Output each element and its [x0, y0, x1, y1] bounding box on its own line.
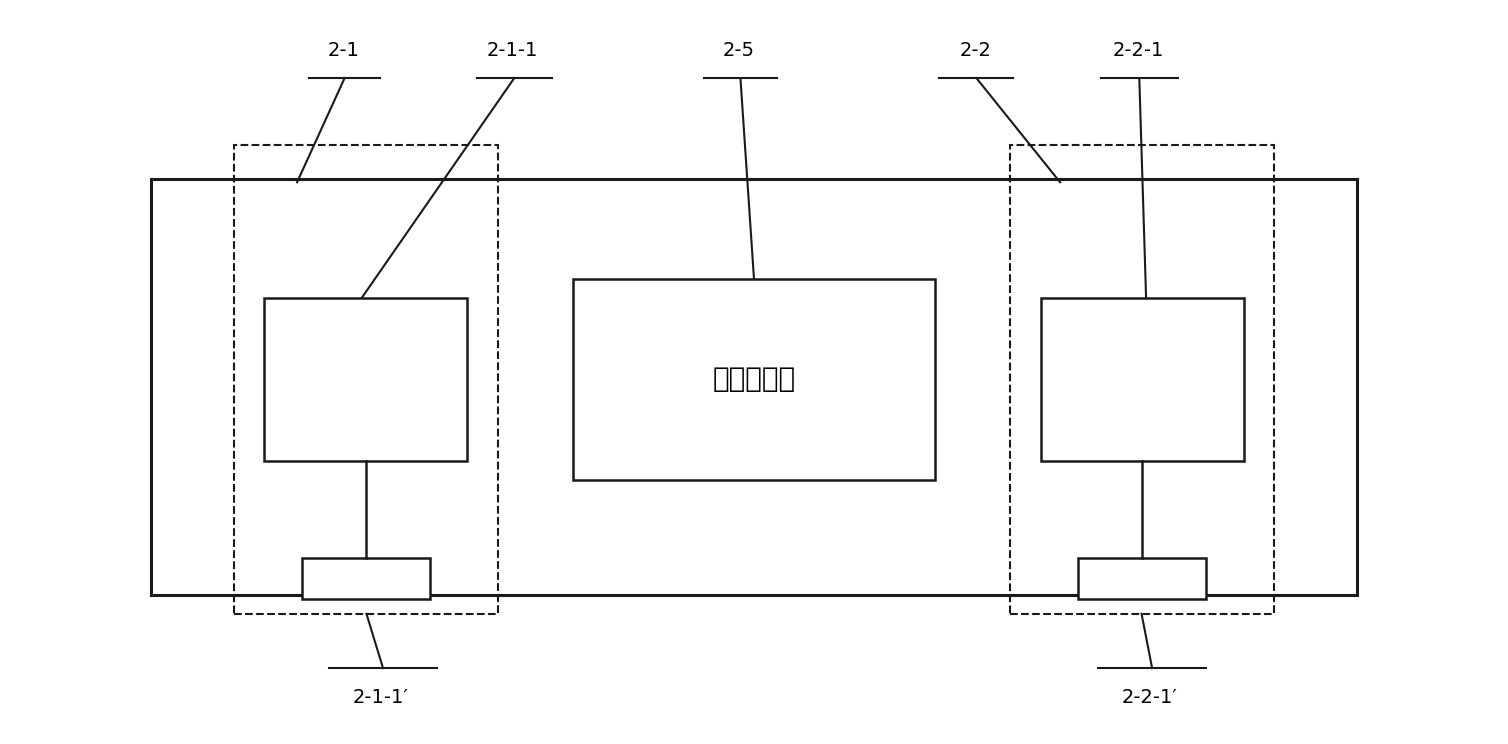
Bar: [573, 279, 935, 480]
Bar: [302, 558, 430, 599]
Text: 2-5: 2-5: [722, 40, 756, 60]
Bar: [264, 298, 467, 461]
Text: 2-1-1′: 2-1-1′: [353, 688, 407, 708]
Bar: [151, 179, 1357, 595]
Text: 2-1-1: 2-1-1: [487, 40, 538, 60]
Text: 位移传感器: 位移传感器: [712, 365, 796, 394]
Bar: [1078, 558, 1206, 599]
Bar: [1010, 145, 1274, 614]
Bar: [1041, 298, 1244, 461]
Text: 2-2-1′: 2-2-1′: [1122, 688, 1176, 708]
Text: 2-1: 2-1: [327, 40, 360, 60]
Bar: [234, 145, 498, 614]
Text: 2-2: 2-2: [959, 40, 992, 60]
Text: 2-2-1: 2-2-1: [1113, 40, 1164, 60]
